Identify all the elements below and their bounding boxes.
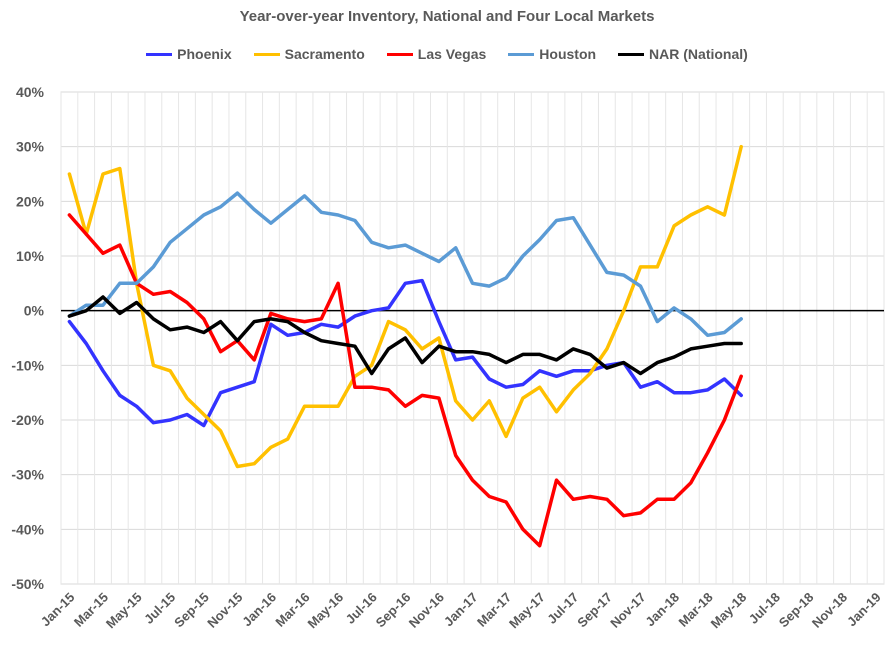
- x-tick-label: Jan-15: [38, 590, 78, 630]
- plot-area: [60, 91, 885, 585]
- x-tick-label: May-15: [103, 590, 145, 632]
- x-tick-label: Sep-16: [373, 590, 414, 631]
- x-tick-label: Sep-18: [776, 590, 817, 631]
- x-tick-label: Jan-19: [844, 590, 884, 630]
- legend-label: NAR (National): [649, 46, 748, 62]
- y-tick-label: 10%: [16, 248, 45, 264]
- y-tick-label: 30%: [16, 139, 45, 155]
- y-tick-label: 0%: [24, 303, 45, 319]
- series-line-sacramento: [67, 144, 743, 469]
- series-line-nar-national: [67, 295, 743, 376]
- x-tick-label: Sep-17: [574, 590, 615, 631]
- y-tick-label: -10%: [11, 357, 44, 373]
- series-line-houston: [67, 191, 743, 338]
- legend-item: Phoenix: [146, 46, 232, 62]
- y-tick-label: 40%: [16, 84, 45, 100]
- series-line-phoenix: [67, 278, 743, 428]
- x-tick-label: Jan-18: [642, 590, 682, 630]
- x-tick-label: May-16: [304, 590, 346, 632]
- x-tick-label: Nov-18: [809, 590, 850, 631]
- legend-item: Houston: [508, 46, 596, 62]
- y-tick-label: 20%: [16, 193, 45, 209]
- x-tick-label: Jan-16: [239, 590, 279, 630]
- legend-label: Phoenix: [177, 46, 232, 62]
- y-tick-label: -30%: [11, 467, 44, 483]
- legend-item: Las Vegas: [386, 46, 487, 62]
- legend-label: Houston: [539, 46, 597, 62]
- x-tick-label: Nov-15: [204, 590, 245, 631]
- x-tick-label: Sep-15: [171, 590, 212, 631]
- x-tick-label: Jan-17: [441, 590, 481, 630]
- x-tick-label: May-18: [708, 590, 750, 632]
- legend-label: Las Vegas: [417, 46, 487, 62]
- legend: Phoenix Sacramento Las Vegas Houston NAR (Na…: [0, 46, 894, 62]
- legend-swatch: [146, 52, 173, 56]
- x-tick-label: Nov-16: [406, 590, 447, 631]
- x-tick-label: May-17: [506, 590, 548, 632]
- legend-item: Sacramento: [253, 46, 365, 62]
- legend-label: Sacramento: [284, 46, 365, 62]
- chart-title: Year-over-year Inventory, National and F…: [239, 8, 655, 25]
- x-tick-label: Nov-17: [607, 590, 648, 631]
- y-tick-label: -20%: [11, 412, 44, 428]
- legend-item: NAR (National): [618, 46, 748, 62]
- legend-swatch: [618, 52, 645, 56]
- y-tick-label: -40%: [11, 521, 44, 537]
- legend-swatch: [508, 52, 535, 56]
- legend-swatch: [386, 52, 413, 56]
- y-tick-label: -50%: [11, 576, 44, 592]
- legend-swatch: [253, 52, 280, 56]
- series-line-las-vegas: [67, 213, 743, 548]
